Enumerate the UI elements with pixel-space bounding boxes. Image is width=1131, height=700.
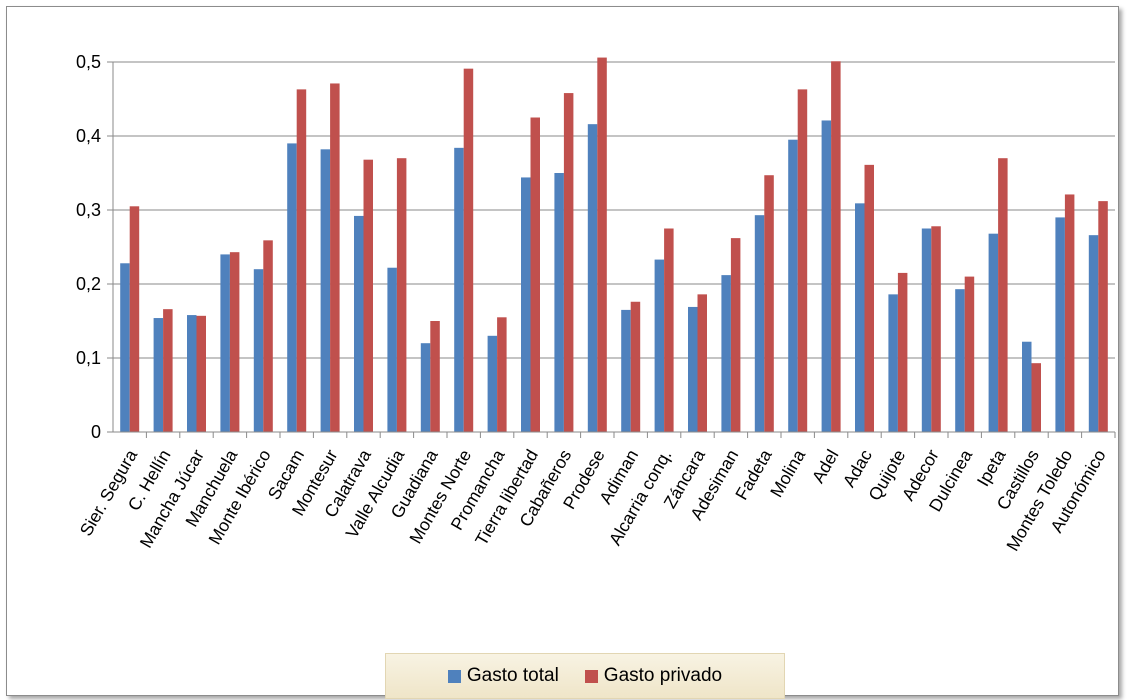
y-tick-label: 0,5 [76,52,101,72]
bar-gasto-privado-mancha-jucar [196,315,206,432]
bar-gasto-total-monte-iberico [253,269,264,432]
bar-gasto-privado-adecor [931,226,941,432]
bar-gasto-privado-adiman [630,301,641,432]
bar-gasto-privado-sier-segura [129,206,140,432]
bar-gasto-total-adac [855,203,865,432]
y-tick-label: 0,2 [76,274,101,294]
x-tick-label: Molina [766,446,809,501]
bar-gasto-privado-manchuela [229,252,240,432]
bar-gasto-total-calatrava [354,215,364,432]
legend-label-gasto-privado: Gasto privado [603,665,723,686]
bar-gasto-total-adecor [921,228,932,432]
bar-gasto-total-prodese [587,124,598,432]
bar-gasto-privado-montes-toledo [1064,194,1075,432]
bar-gasto-privado-tierra-libertad [530,117,540,432]
legend: Gasto total Gasto privado [385,653,785,699]
bar-gasto-total-adiman [621,309,631,432]
bar-gasto-total-tierra-libertad [521,177,531,432]
x-tick-label: Adel [808,446,843,486]
bar-gasto-privado-molina [797,89,808,432]
bar-gasto-total-guadiana [420,343,431,432]
legend-swatch-gasto-privado [584,669,598,683]
legend-swatch-gasto-total [447,669,461,683]
y-tick-label: 0,4 [76,126,101,146]
bar-gasto-total-mancha-jucar [187,315,197,432]
bar-gasto-privado-montesur [330,83,340,433]
bar-gasto-total-autonomico [1088,235,1099,432]
bar-gasto-total-dulcinea [955,289,965,432]
bar-gasto-privado-fadeta [764,175,774,432]
bar-gasto-privado-sacam [296,89,307,432]
gridlines [113,61,1115,359]
bar-gasto-privado-alcarria-conq [664,228,674,432]
bar-gasto-total-manchuela [220,254,230,432]
bar-gasto-total-c-hellin [153,318,164,432]
bar-gasto-total-zancara [688,306,698,432]
bar-gasto-total-sier-segura [120,263,130,432]
bar-gasto-privado-cabaneros [563,93,574,432]
bar-gasto-privado-quijote [897,272,908,432]
bar-gasto-privado-prodese [597,57,607,433]
legend-item-gasto-privado: Gasto privado [584,665,723,687]
bar-gasto-privado-monte-iberico [263,240,273,432]
bar-gasto-total-cabaneros [554,173,564,432]
legend-label-gasto-total: Gasto total [466,665,559,686]
bar-gasto-privado-valle-alcudia [396,158,407,432]
bar-gasto-privado-adac [864,164,874,433]
bar-gasto-privado-ipeta [998,158,1008,432]
bar-gasto-total-adel [821,120,832,433]
bar-gasto-total-ipeta [988,233,999,432]
bar-gasto-privado-castillos [1031,363,1041,432]
bar-gasto-total-valle-alcudia [387,267,397,432]
legend-item-gasto-total: Gasto total [447,665,559,687]
bar-gasto-privado-adel [831,61,841,432]
bar-gasto-privado-autonomico [1098,201,1108,432]
bar-gasto-privado-zancara [697,294,707,432]
bar-gasto-total-fadeta [754,215,765,432]
bar-gasto-total-molina [788,139,798,432]
bar-gasto-total-adesiman [721,275,731,432]
y-tick-label: 0,3 [76,200,101,220]
y-tick-label: 0 [91,422,101,442]
bar-gasto-privado-promancha [497,317,507,432]
bar-gasto-total-montesur [320,149,331,432]
bar-gasto-privado-c-hellin [163,309,173,432]
chart-frame: 0 0,1 0,2 0,3 0,4 0,5 Sier. Segura C. Hellín Ma… [6,6,1119,699]
bar-gasto-total-sacam [287,143,297,432]
bar-gasto-total-castillos [1022,341,1032,432]
bar-gasto-privado-adesiman [730,238,741,432]
bars [120,57,1108,433]
y-axis-ticks: 0 0,1 0,2 0,3 0,4 0,5 [76,52,113,442]
bar-gasto-total-quijote [888,294,898,432]
bar-gasto-privado-guadiana [430,321,440,432]
bar-gasto-total-montes-norte [454,147,464,432]
bar-gasto-total-alcarria-conq [654,259,665,432]
bar-gasto-privado-calatrava [363,159,373,432]
bar-gasto-total-promancha [487,335,498,432]
bar-gasto-privado-dulcinea [964,276,975,432]
bar-gasto-total-montes-toledo [1055,217,1065,432]
bar-gasto-privado-montes-norte [463,68,474,432]
y-tick-label: 0,1 [76,348,101,368]
